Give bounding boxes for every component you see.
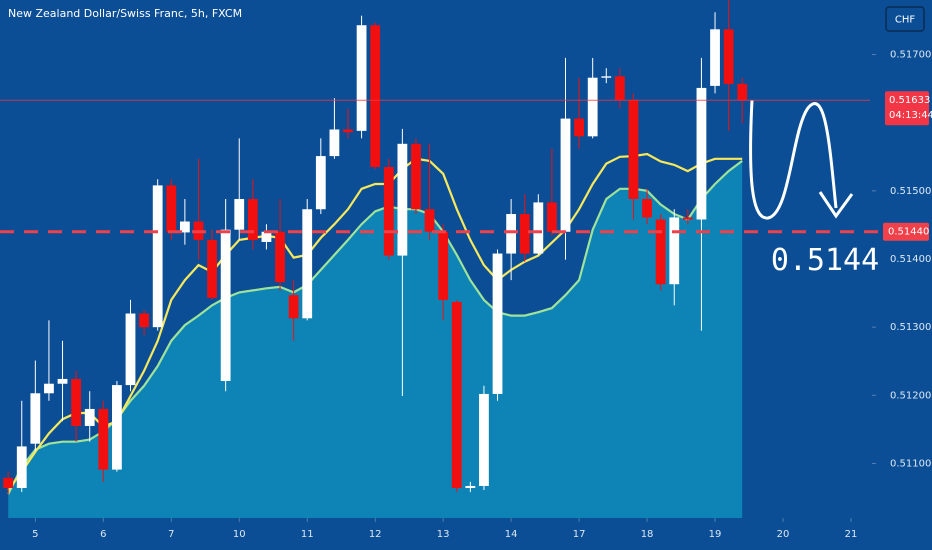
- x-tick-label: 6: [100, 529, 106, 540]
- candle-body: [302, 209, 313, 319]
- last-price-box: [885, 91, 929, 126]
- candle-body: [438, 231, 449, 300]
- candle-body: [682, 217, 693, 220]
- candle-body: [574, 118, 584, 137]
- candle-body: [451, 301, 462, 489]
- x-tick-label: 20: [777, 529, 790, 540]
- candle-body: [492, 253, 503, 394]
- candle-body: [30, 393, 41, 444]
- y-tick-label: 0.51500: [890, 186, 931, 197]
- candle-body: [57, 378, 68, 384]
- y-tick-label: 0.51700: [890, 50, 931, 61]
- overlay-line: [7, 160, 743, 495]
- candle-body: [84, 408, 95, 426]
- candle-body: [370, 25, 381, 167]
- candle-body: [329, 129, 340, 157]
- y-tick-label: 0.51400: [890, 254, 931, 265]
- plot-area: [3, 0, 748, 518]
- candle-body: [275, 231, 285, 283]
- candle-body: [125, 313, 136, 386]
- candle-body: [642, 199, 652, 218]
- candle-body: [614, 76, 625, 101]
- candle-body: [152, 185, 163, 328]
- candle-body: [397, 143, 408, 256]
- x-tick-label: 7: [168, 529, 174, 540]
- candle-body: [207, 239, 217, 298]
- x-tick-label: 18: [641, 529, 654, 540]
- x-axis-band: [0, 518, 932, 550]
- candle-body: [343, 129, 353, 133]
- candle-body: [533, 202, 544, 254]
- candle-body: [519, 214, 530, 254]
- candle-body: [506, 214, 517, 254]
- candle-body: [737, 83, 748, 101]
- y-tick-label: 0.51100: [890, 458, 931, 469]
- candle-body: [669, 217, 680, 285]
- candle-body: [383, 166, 394, 256]
- overlay-area: [8, 160, 743, 518]
- x-tick-label: 12: [369, 529, 382, 540]
- last-price-label: 0.51633: [889, 95, 930, 106]
- chart-title: New Zealand Dollar/Swiss Franc, 5h, FXCM: [8, 7, 242, 20]
- x-tick-label: 13: [437, 529, 450, 540]
- candle-body: [723, 29, 734, 84]
- candle-body: [44, 383, 54, 394]
- candle-body: [587, 77, 598, 137]
- candle-body: [560, 118, 571, 232]
- candle-body: [71, 378, 82, 426]
- target-annotation: 0.5144: [771, 243, 879, 278]
- x-tick-label: 17: [573, 529, 586, 540]
- candle-body: [411, 143, 421, 210]
- x-tick-label: 21: [845, 529, 858, 540]
- target-box: [883, 222, 929, 241]
- candle-body: [139, 313, 149, 328]
- x-tick-label: 5: [32, 529, 38, 540]
- candle-body: [220, 229, 231, 382]
- candle-body: [112, 385, 122, 470]
- candle-body: [247, 199, 258, 240]
- candle-body: [179, 221, 190, 233]
- x-tick-label: 19: [709, 529, 722, 540]
- target-label: 0.51440: [888, 227, 929, 238]
- candle-body: [547, 202, 557, 232]
- y-tick-label: 0.51300: [890, 322, 931, 333]
- candle-body: [696, 87, 707, 220]
- annotation-arrow: [749, 99, 838, 220]
- candle-body: [234, 199, 245, 230]
- candle-body: [288, 295, 299, 319]
- candle-body: [3, 477, 14, 489]
- x-tick-label: 11: [301, 529, 314, 540]
- candle-body: [710, 29, 720, 86]
- annotation-arrowhead: [818, 191, 854, 219]
- x-tick-label: 10: [233, 529, 246, 540]
- candle-body: [98, 408, 109, 470]
- candle-body: [424, 209, 435, 232]
- overlay-line: [7, 152, 743, 491]
- x-tick-label: 14: [505, 529, 518, 540]
- candle-body: [479, 393, 489, 486]
- currency-label: CHF: [895, 15, 916, 26]
- y-tick-label: 0.51200: [890, 390, 931, 401]
- candle-body: [16, 446, 27, 489]
- candle-body: [315, 156, 326, 210]
- candle-body: [261, 231, 272, 242]
- candle-body: [166, 185, 177, 233]
- currency-box: [885, 6, 925, 32]
- candle-body: [628, 100, 639, 200]
- candle-body: [465, 485, 476, 489]
- candle-body: [655, 219, 666, 285]
- candle-body: [601, 76, 612, 78]
- countdown-label: 04:13:44: [889, 110, 932, 121]
- candle-body: [356, 25, 367, 131]
